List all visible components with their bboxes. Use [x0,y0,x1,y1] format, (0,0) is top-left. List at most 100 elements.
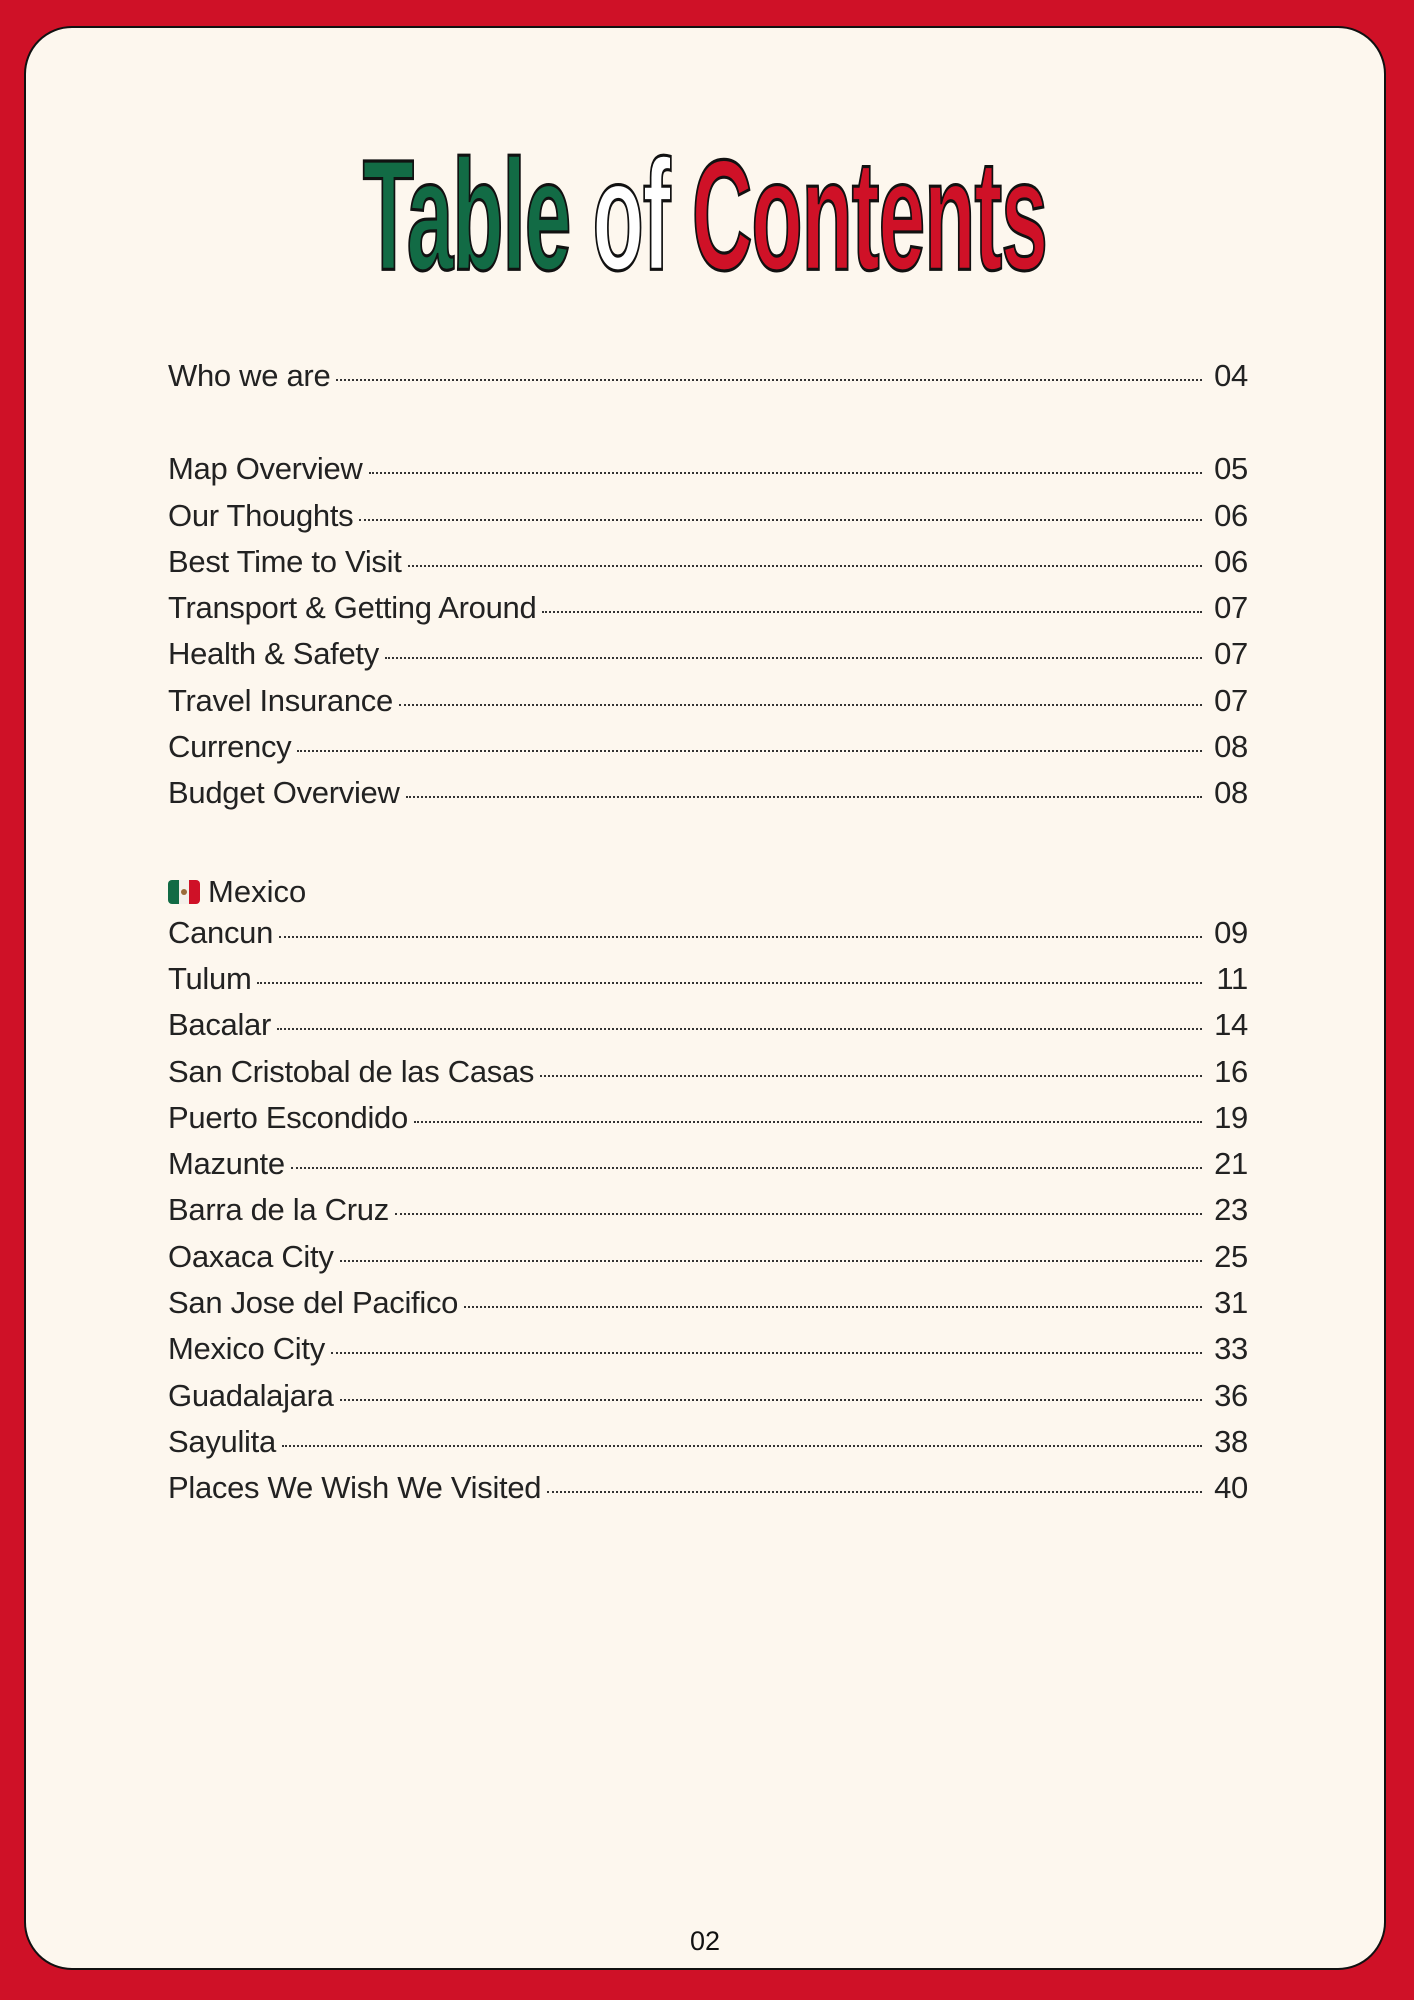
spacer [168,822,1248,869]
toc-entry-page: 31 [1214,1285,1248,1321]
dot-leader [339,1259,1202,1262]
toc-entry[interactable]: Puerto Escondido 19 [168,1100,1248,1146]
toc-entry-page: 07 [1214,590,1248,626]
toc-entry-page: 25 [1214,1238,1248,1274]
dot-leader [464,1306,1202,1309]
toc-entry-label: Who we are [168,358,331,393]
page-number: 02 [689,1926,721,1956]
toc-entry-page: 11 [1216,960,1248,996]
toc-entry[interactable]: Who we are 04 [168,358,1248,404]
toc-entry-label: Budget Overview [168,775,400,811]
toc-entry-page: 40 [1214,1470,1248,1506]
toc-entry-page: 14 [1214,1007,1248,1043]
toc-entry-page: 07 [1214,636,1248,672]
dot-leader [339,1398,1202,1401]
toc-entry[interactable]: San Cristobal de las Casas 16 [168,1054,1248,1100]
toc-entry-label: San Jose del Pacifico [168,1285,459,1321]
dot-leader [336,379,1202,381]
toc-entry-label: Sayulita [168,1423,276,1459]
dot-leader [398,703,1202,706]
toc-entry-page: 36 [1214,1377,1248,1413]
toc-entry[interactable]: Sayulita 38 [168,1424,1248,1470]
page-card: Table of Contents Who we are 04 Map Overvi… [24,26,1386,1970]
dot-leader [413,1120,1202,1123]
dot-leader [394,1213,1202,1216]
toc-entry-label: Oaxaca City [168,1238,334,1274]
toc-entry-label: Health & Safety [168,636,379,672]
toc-entry-label: Tulum [168,960,252,996]
title-word-contents: Contents [691,126,1049,303]
table-of-contents: Who we are 04 Map Overview 05 Our Thoughts 06… [168,358,1248,1517]
toc-entry-label: Mazunte [168,1146,285,1182]
toc-entry-page: 23 [1214,1192,1248,1228]
toc-entry[interactable]: Bacalar 14 [168,1007,1248,1053]
toc-entry[interactable]: Budget Overview 08 [168,775,1248,821]
dot-leader [330,1352,1202,1355]
toc-entry[interactable]: Our Thoughts 06 [168,498,1248,544]
toc-entry-page: 07 [1214,682,1248,718]
toc-entry-label: Bacalar [168,1007,272,1043]
toc-entry[interactable]: Mazunte 21 [168,1146,1248,1192]
dot-leader [542,611,1202,614]
toc-entry[interactable]: Map Overview 05 [168,451,1248,497]
toc-entry-page: 19 [1214,1099,1248,1135]
toc-entry-label: Places We Wish We Visited [168,1470,542,1506]
toc-entry[interactable]: Transport & Getting Around 07 [168,590,1248,636]
toc-entry-page: 05 [1214,451,1248,487]
dot-leader [540,1074,1202,1077]
dot-leader [407,564,1202,567]
toc-entry[interactable]: Travel Insurance 07 [168,683,1248,729]
toc-entry-label: Map Overview [168,451,363,487]
section-heading-mexico: Mexico [168,869,1248,915]
toc-entry[interactable]: Cancun 09 [168,915,1248,961]
toc-entry-page: 38 [1214,1423,1248,1459]
dot-leader [384,657,1202,660]
toc-entry-label: San Cristobal de las Casas [168,1053,535,1089]
toc-entry-page: 21 [1214,1146,1248,1182]
dot-leader [257,981,1202,984]
dot-leader [290,1167,1202,1170]
toc-entry-page: 09 [1214,914,1248,950]
toc-entry[interactable]: Best Time to Visit 06 [168,544,1248,590]
page-title: Table of Contents [26,134,1384,295]
toc-entry[interactable]: Places We Wish We Visited 40 [168,1470,1248,1516]
toc-entry-label: Mexico City [168,1331,325,1367]
dot-leader [281,1444,1202,1447]
toc-entry-label: Cancun [168,914,274,950]
toc-entry-page: 06 [1214,497,1248,533]
dot-leader [368,472,1202,475]
dot-leader [297,750,1202,753]
title-word-table: Table [362,126,572,303]
toc-entry-page: 06 [1214,543,1248,579]
toc-entry-page: 04 [1214,358,1248,393]
section-label: Mexico [208,873,307,909]
toc-entry-label: Travel Insurance [168,682,393,718]
toc-entry-label: Puerto Escondido [168,1099,408,1135]
toc-entry[interactable]: Guadalajara 36 [168,1378,1248,1424]
toc-entry[interactable]: Mexico City 33 [168,1331,1248,1377]
toc-entry[interactable]: San Jose del Pacifico 31 [168,1285,1248,1331]
spacer [168,404,1248,451]
title-word-of: of [592,126,672,303]
toc-entry-page: 08 [1214,775,1248,811]
mexico-flag-icon [168,879,200,904]
toc-entry-label: Best Time to Visit [168,543,402,579]
dot-leader [277,1028,1202,1031]
toc-entry-page: 08 [1214,729,1248,765]
toc-entry-label: Transport & Getting Around [168,590,537,626]
toc-entry[interactable]: Currency 08 [168,729,1248,775]
toc-entry-label: Guadalajara [168,1377,334,1413]
toc-entry-label: Currency [168,729,292,765]
toc-entry-page: 16 [1214,1053,1248,1089]
toc-entry[interactable]: Tulum 11 [168,961,1248,1007]
toc-entry[interactable]: Health & Safety 07 [168,636,1248,682]
dot-leader [405,796,1202,799]
dot-leader [279,935,1202,938]
dot-leader [359,518,1202,521]
toc-entry-label: Barra de la Cruz [168,1192,389,1228]
toc-entry-page: 33 [1214,1331,1248,1367]
toc-entry[interactable]: Oaxaca City 25 [168,1239,1248,1285]
dot-leader [547,1491,1202,1494]
toc-entry-label: Our Thoughts [168,497,354,533]
toc-entry[interactable]: Barra de la Cruz 23 [168,1192,1248,1238]
